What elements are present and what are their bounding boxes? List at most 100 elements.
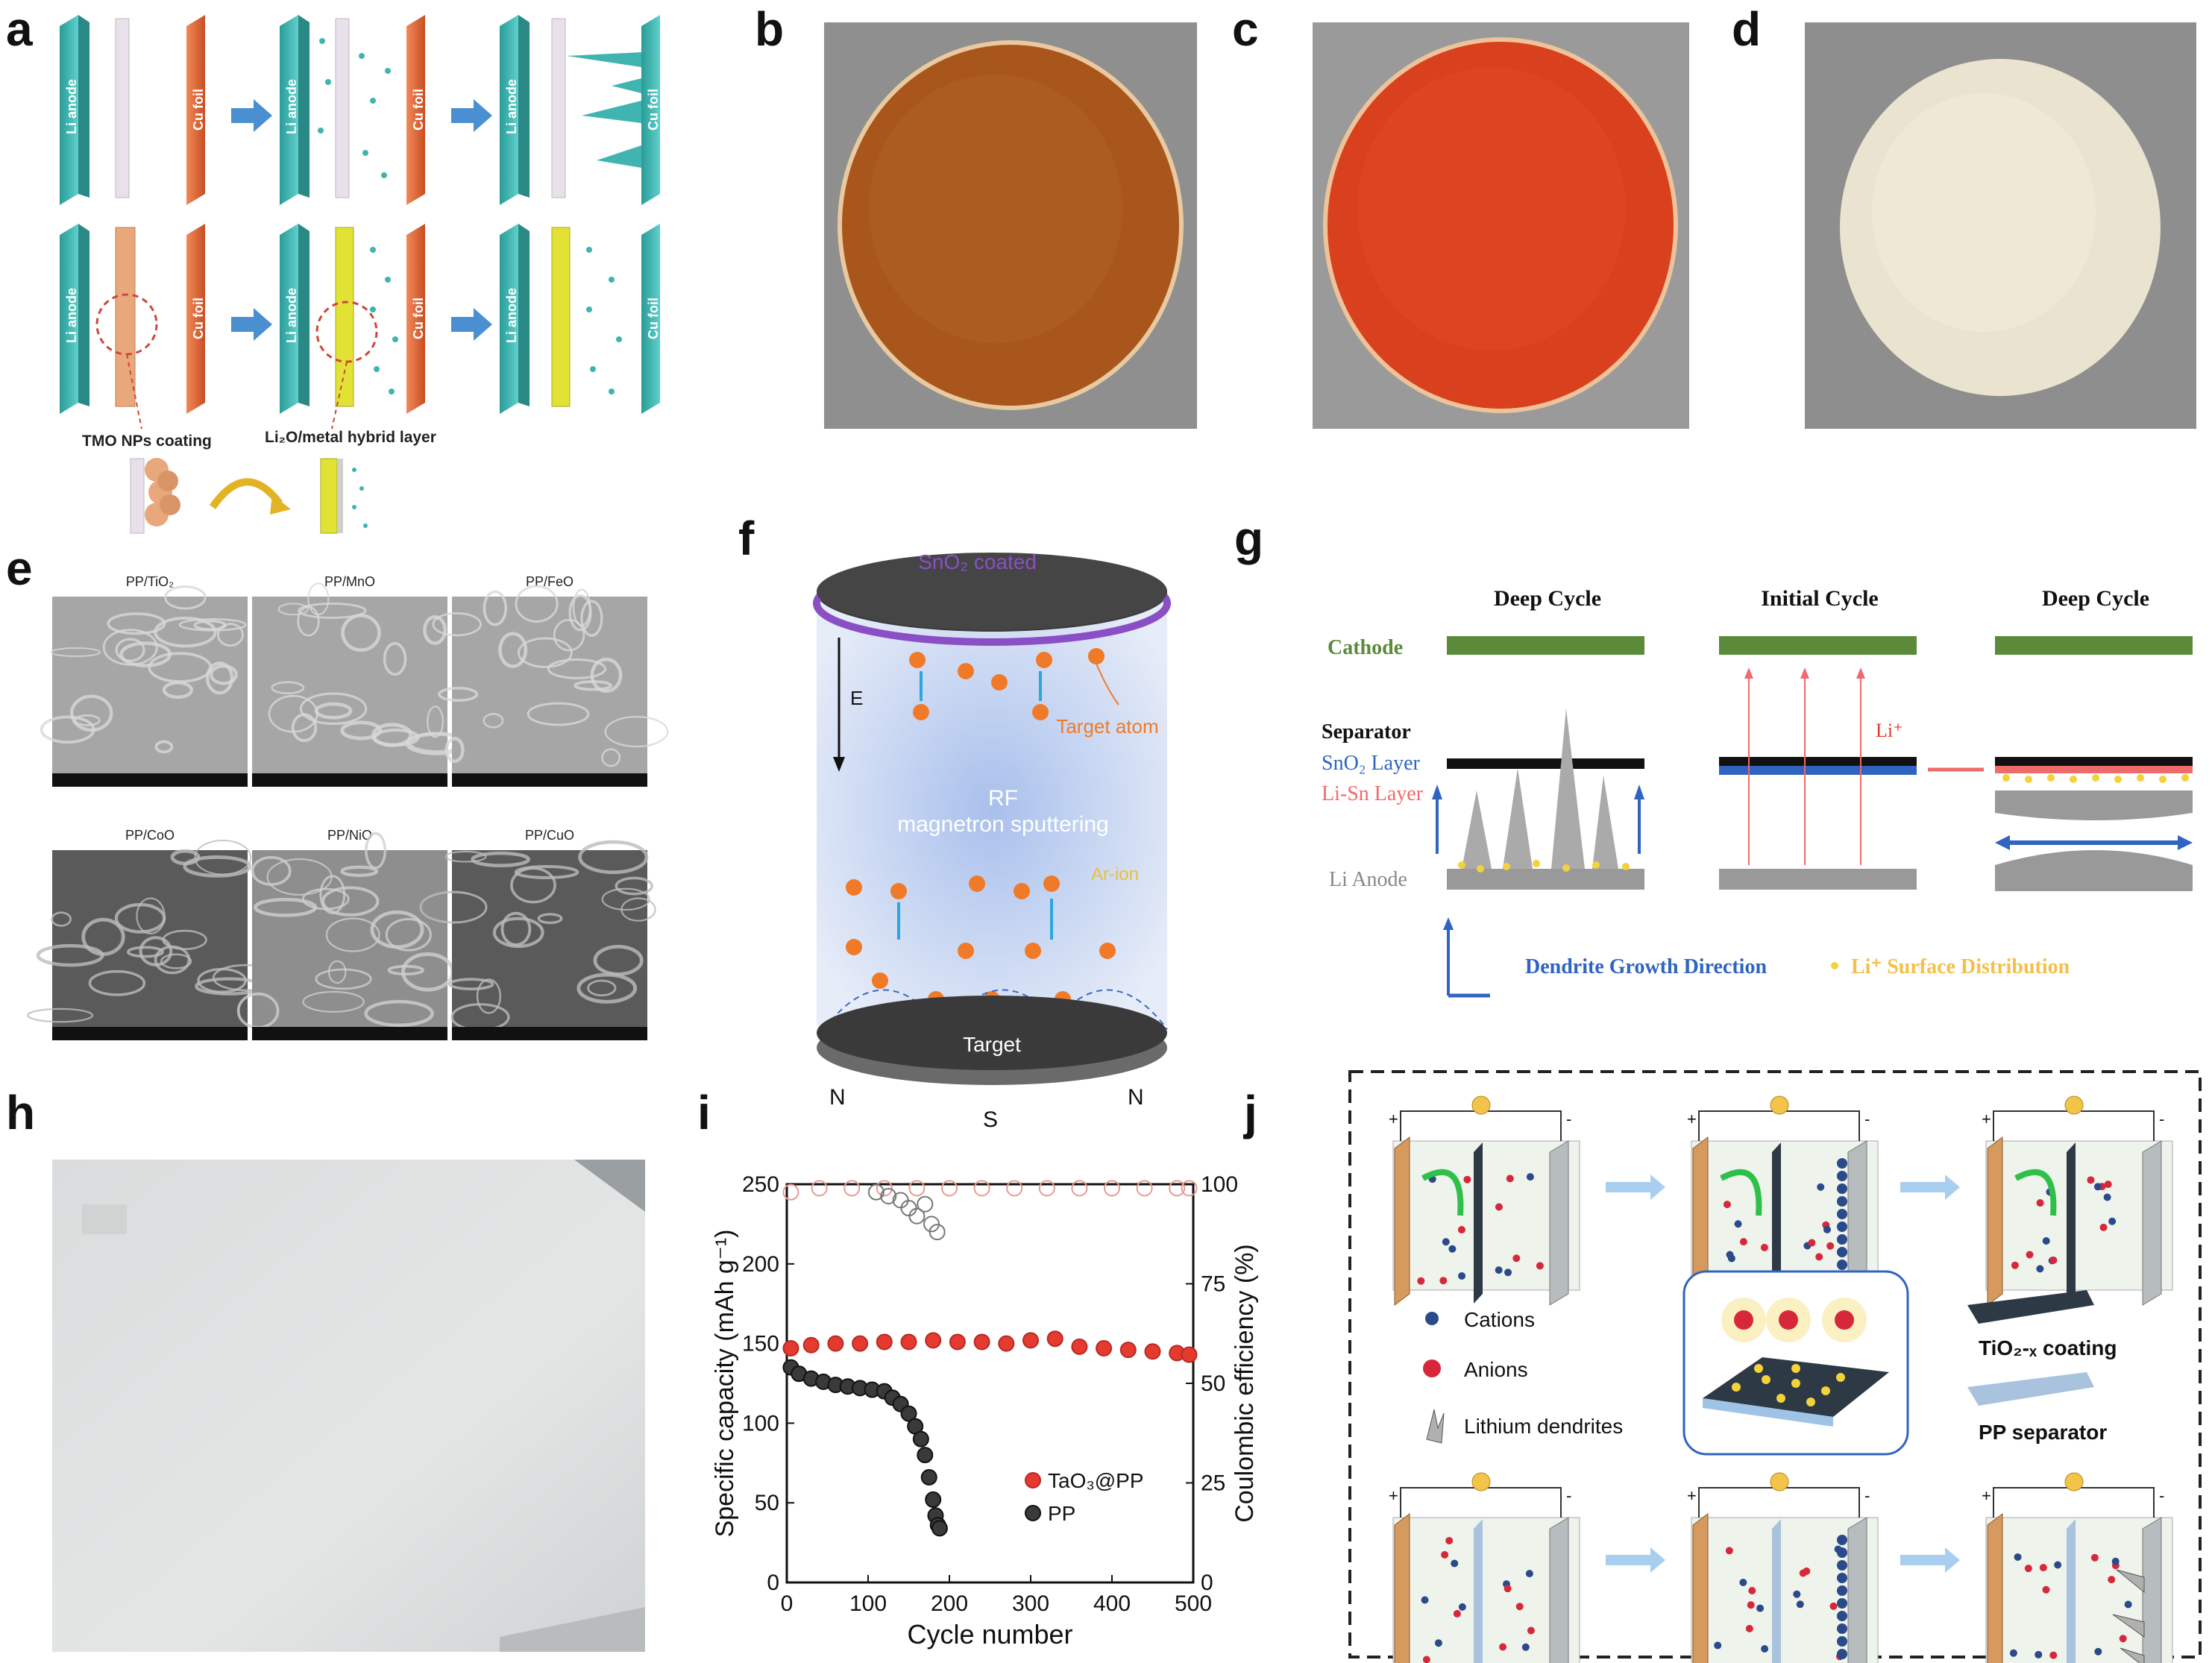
cu-foil-label: Cu foil xyxy=(411,298,426,339)
y-tick-label: 0 xyxy=(767,1571,779,1595)
panel-letter-a: a xyxy=(6,2,33,56)
sem-tile-image xyxy=(419,840,656,1040)
panel-letter-f: f xyxy=(738,512,755,565)
data-point xyxy=(931,1520,948,1537)
cu-foil-label: Cu foil xyxy=(411,89,426,131)
sem-tile-image xyxy=(40,585,248,787)
svg-text:+: + xyxy=(1687,1110,1697,1128)
sem-tile-label: PP/MnO xyxy=(324,574,376,589)
data-point xyxy=(852,1335,869,1352)
data-point xyxy=(1038,1180,1055,1197)
panel-h-photo xyxy=(52,1160,645,1652)
coating-label: TiO₂-ₓ coating xyxy=(1979,1336,2117,1359)
data-point xyxy=(802,1336,820,1354)
legend-marker xyxy=(1025,1472,1041,1488)
data-point xyxy=(867,1183,885,1201)
x-tick-label: 300 xyxy=(1012,1591,1049,1616)
tio2-coating-icon xyxy=(1967,1290,2094,1324)
y2-tick-label: 100 xyxy=(1201,1172,1238,1197)
li-anode-label: Li anode xyxy=(64,288,79,343)
li-anode-label: Li anode xyxy=(504,79,519,134)
y2-tick-label: 50 xyxy=(1201,1371,1225,1396)
data-point xyxy=(880,1188,897,1205)
cu-foil-label: Cu foil xyxy=(191,89,206,131)
data-point xyxy=(1144,1343,1161,1360)
sem-tile-image xyxy=(252,582,469,787)
panel-letter-j: j xyxy=(1244,1086,1257,1139)
data-point xyxy=(925,1332,942,1349)
sem-tile-image xyxy=(27,839,278,1040)
target-atom-label: Target atom xyxy=(1056,715,1158,738)
panel-g-schematic: Deep Cycle Initial Cycle Deep Cycle Cath… xyxy=(1322,586,2193,998)
battery-cell: + - xyxy=(1389,1095,1580,1306)
magnet-s-label: S xyxy=(983,1107,999,1132)
row2-cell1 xyxy=(60,224,205,414)
sem-tile-label: PP/NiO xyxy=(327,828,372,843)
anions-label: Anions xyxy=(1464,1358,1528,1381)
tmo-coating-label: TMO NPs coating xyxy=(82,433,212,450)
anion-icon xyxy=(1423,1359,1441,1377)
svg-text:-: - xyxy=(1566,1486,1571,1505)
li-anode-label: Li anode xyxy=(64,79,79,134)
data-point xyxy=(973,1180,990,1197)
panel-letter-c: c xyxy=(1232,2,1259,56)
data-point xyxy=(912,1430,929,1447)
data-point xyxy=(941,1180,958,1197)
svg-text:-: - xyxy=(1864,1110,1870,1128)
data-point xyxy=(929,1224,946,1241)
battery-cell: + - xyxy=(1982,1472,2173,1663)
svg-text:-: - xyxy=(1566,1110,1571,1128)
y2-axis-label: Coulombic efficiency (%) xyxy=(1231,1244,1259,1523)
panel-c-photo xyxy=(1313,22,1689,429)
battery-cell: + - xyxy=(1687,1472,1879,1663)
y-tick-label: 150 xyxy=(742,1332,779,1357)
dendrite-icon xyxy=(1426,1409,1445,1444)
e-field-label: E xyxy=(850,687,863,709)
data-point xyxy=(827,1335,844,1352)
target-label: Target xyxy=(963,1033,1021,1056)
panel-letter-e: e xyxy=(6,541,33,595)
panel-letter-i: i xyxy=(697,1086,711,1139)
arrow-icon xyxy=(451,99,492,132)
y-tick-label: 50 xyxy=(755,1491,779,1515)
sem-tile-label: PP/FeO xyxy=(525,574,574,589)
x-tick-label: 100 xyxy=(849,1591,887,1616)
y-axis-label: Specific capacity (mAh g⁻¹) xyxy=(711,1230,739,1538)
arrow-icon xyxy=(231,99,272,132)
data-point xyxy=(1046,1330,1063,1348)
hybrid-layer-illustration xyxy=(320,458,368,534)
data-point xyxy=(900,1200,917,1217)
panel-i-chart: 0 100 200 300 400 500050100150200250025507510… xyxy=(711,1172,1259,1650)
curved-arrow-icon xyxy=(209,478,283,509)
data-point xyxy=(876,1333,893,1351)
dendrites-label: Lithium dendrites xyxy=(1464,1415,1623,1438)
row2-cell2 xyxy=(280,224,425,414)
y2-tick-label: 0 xyxy=(1201,1571,1213,1595)
data-point xyxy=(998,1335,1015,1352)
data-point xyxy=(917,1447,934,1464)
sem-tile-image xyxy=(432,585,669,787)
data-point xyxy=(1022,1332,1039,1349)
col-title-initial-cycle: Initial Cycle xyxy=(1761,586,1879,611)
legend-marker xyxy=(1025,1505,1041,1521)
data-point xyxy=(973,1333,990,1351)
data-point xyxy=(908,1207,926,1225)
rf-sputtering-label: magnetron sputtering xyxy=(897,812,1109,837)
x-tick-label: 400 xyxy=(1093,1591,1131,1616)
data-point xyxy=(900,1333,917,1351)
row2-cell3 xyxy=(500,224,660,414)
sem-tile-image xyxy=(236,832,455,1040)
x-tick-label: 0 xyxy=(781,1591,794,1616)
data-point xyxy=(1096,1340,1113,1357)
data-point xyxy=(843,1180,861,1197)
x-tick-label: 500 xyxy=(1175,1591,1212,1616)
svg-text:+: + xyxy=(1982,1110,1991,1128)
data-point xyxy=(876,1180,893,1197)
data-point xyxy=(782,1340,799,1357)
sem-tile-label: PP/CuO xyxy=(524,828,575,843)
data-point xyxy=(782,1183,799,1201)
svg-text:-: - xyxy=(2159,1486,2164,1505)
row1-cell2 xyxy=(280,15,425,205)
svg-text:+: + xyxy=(1687,1486,1697,1505)
data-point xyxy=(1006,1180,1023,1197)
